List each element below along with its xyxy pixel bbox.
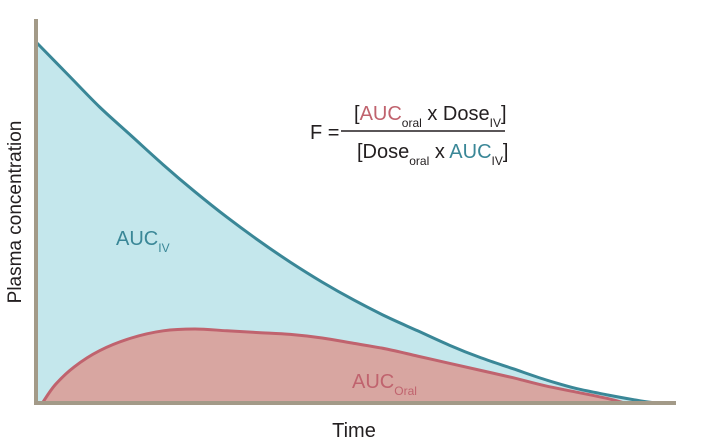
- chart-areas: [36, 42, 656, 403]
- x-axis-label: Time: [332, 420, 376, 442]
- bioavailability-formula: F = [AUCoral x DoseIV] [Doseoral x AUCIV]: [310, 103, 508, 168]
- formula-denominator: [Doseoral x AUCIV]: [357, 141, 508, 168]
- formula-lhs: F =: [310, 122, 339, 144]
- y-axis-label: Plasma concentration: [5, 121, 26, 304]
- formula-numerator: [AUCoral x DoseIV]: [354, 103, 507, 130]
